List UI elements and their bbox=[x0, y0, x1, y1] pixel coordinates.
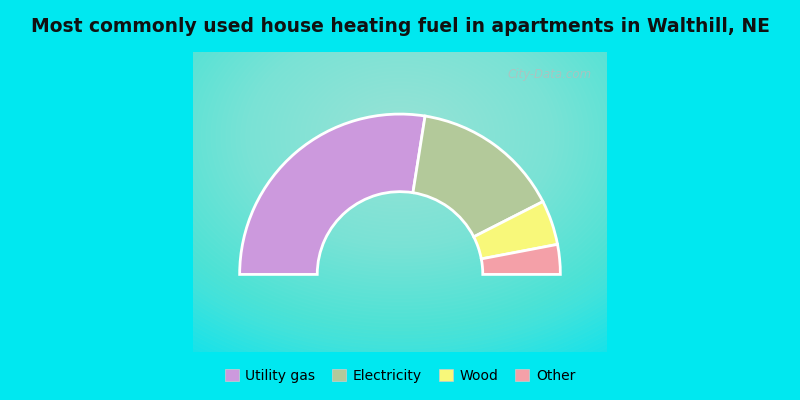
Wedge shape bbox=[413, 116, 543, 237]
Wedge shape bbox=[240, 114, 425, 274]
Wedge shape bbox=[482, 244, 560, 274]
Text: Most commonly used house heating fuel in apartments in Walthill, NE: Most commonly used house heating fuel in… bbox=[30, 16, 770, 36]
Legend: Utility gas, Electricity, Wood, Other: Utility gas, Electricity, Wood, Other bbox=[219, 364, 581, 388]
Text: City-Data.com: City-Data.com bbox=[507, 68, 591, 80]
Wedge shape bbox=[474, 202, 558, 259]
